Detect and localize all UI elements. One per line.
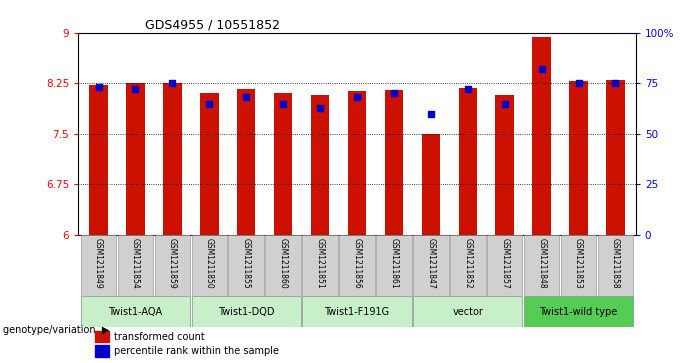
Text: GSM1211850: GSM1211850 [205, 237, 214, 288]
Text: Twist1-AQA: Twist1-AQA [108, 307, 163, 317]
Bar [487, 235, 522, 297]
Text: GSM1211852: GSM1211852 [463, 237, 473, 288]
Bar [347, 91, 367, 235]
Text: Twist1-F191G: Twist1-F191G [324, 307, 390, 317]
Text: GSM1211854: GSM1211854 [131, 237, 140, 288]
Bar [228, 235, 264, 297]
Bar [311, 95, 329, 235]
Bar [274, 93, 292, 235]
Bar [154, 235, 190, 297]
Bar [95, 331, 109, 342]
Point [537, 66, 547, 72]
Bar [81, 235, 116, 297]
Bar [458, 88, 477, 235]
Bar [303, 235, 338, 297]
Bar [569, 81, 588, 235]
Bar [192, 297, 301, 327]
Text: GSM1211855: GSM1211855 [241, 237, 251, 288]
Point [93, 85, 104, 90]
Text: percentile rank within the sample: percentile rank within the sample [114, 346, 279, 356]
Point [130, 86, 141, 92]
Bar [422, 134, 440, 235]
Text: GSM1211857: GSM1211857 [500, 237, 509, 288]
Bar [607, 80, 625, 235]
Bar [339, 235, 375, 297]
Bar [532, 37, 551, 235]
Bar [118, 235, 153, 297]
Bar [192, 235, 227, 297]
Text: GSM1211856: GSM1211856 [352, 237, 362, 288]
Point [315, 105, 326, 110]
Text: genotype/variation  ▶: genotype/variation ▶ [3, 325, 109, 335]
Bar [163, 83, 182, 235]
Text: GSM1211861: GSM1211861 [390, 237, 398, 288]
Text: GSM1211858: GSM1211858 [611, 237, 620, 288]
Text: transformed count: transformed count [114, 332, 205, 342]
Point [388, 90, 399, 96]
Text: GSM1211859: GSM1211859 [168, 237, 177, 288]
Bar [524, 297, 633, 327]
Bar [303, 297, 411, 327]
Point [610, 80, 621, 86]
Point [462, 86, 473, 92]
Bar [376, 235, 411, 297]
Text: GSM1211851: GSM1211851 [316, 237, 324, 288]
Bar [413, 297, 522, 327]
Text: GSM1211860: GSM1211860 [279, 237, 288, 288]
Point [204, 101, 215, 106]
Bar [496, 95, 514, 235]
Text: Twist1-DQD: Twist1-DQD [218, 307, 275, 317]
Point [277, 101, 288, 106]
Point [352, 94, 362, 100]
Text: Twist1-wild type: Twist1-wild type [539, 307, 617, 317]
Bar [561, 235, 596, 297]
Bar [89, 85, 107, 235]
Point [167, 80, 177, 86]
Bar [95, 345, 109, 357]
Bar [598, 235, 633, 297]
Bar [126, 83, 145, 235]
Point [241, 94, 252, 100]
Text: GSM1211853: GSM1211853 [574, 237, 583, 288]
Bar [237, 89, 256, 235]
Bar [524, 235, 560, 297]
Point [573, 80, 584, 86]
Text: GSM1211847: GSM1211847 [426, 237, 435, 288]
Bar [265, 235, 301, 297]
Bar [450, 235, 486, 297]
Text: GDS4955 / 10551852: GDS4955 / 10551852 [145, 19, 280, 32]
Text: GSM1211848: GSM1211848 [537, 237, 546, 288]
Bar [81, 297, 190, 327]
Text: GSM1211849: GSM1211849 [94, 237, 103, 288]
Text: vector: vector [452, 307, 483, 317]
Bar [413, 235, 449, 297]
Bar [385, 90, 403, 235]
Point [499, 101, 510, 106]
Point [426, 111, 437, 117]
Bar [200, 93, 218, 235]
